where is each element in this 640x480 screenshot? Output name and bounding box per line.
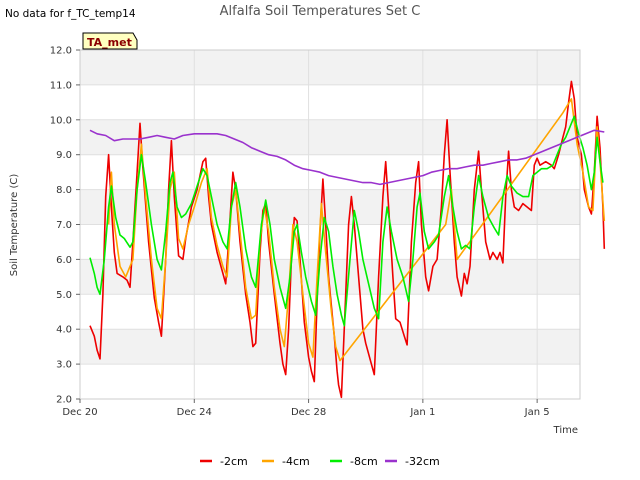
- y-tick-label: 7.0: [56, 220, 72, 231]
- y-tick-label: 9.0: [56, 150, 72, 161]
- y-tick-label: 2.0: [56, 395, 72, 406]
- legend-item[interactable]: -4cm: [262, 455, 310, 468]
- y-tick-label: 5.0: [56, 290, 72, 301]
- plot-band: [80, 119, 580, 155]
- legend-item[interactable]: -2cm: [200, 455, 248, 468]
- x-tick-label: Dec 28: [291, 407, 326, 418]
- plot-band: [80, 329, 580, 365]
- no-data-note: No data for f_TC_temp14: [5, 8, 136, 20]
- y-tick-label: 3.0: [56, 360, 72, 371]
- x-axis-ticks: Dec 20 Dec 24 Dec 28 Jan 1 Jan 5: [62, 399, 550, 418]
- chart-title: Alfalfa Soil Temperatures Set C: [220, 4, 421, 19]
- y-axis-ticks: 2.0 3.0 4.0 5.0 6.0 7.0 8.0 9.0 10.0 11.0 12.0: [50, 46, 80, 406]
- badge-label: TA_met: [87, 36, 132, 49]
- ta-met-badge[interactable]: TA_met: [82, 32, 138, 50]
- series-line-2cmcm: [89, 80, 606, 399]
- x-tick-label: Jan 5: [524, 407, 550, 418]
- x-tick-label: Dec 20: [62, 407, 97, 418]
- badge-shape: [82, 32, 138, 50]
- y-tick-label: 8.0: [56, 185, 72, 196]
- y-axis-title: Soil Temperature (C): [9, 174, 20, 277]
- series-line-32cmcm: [89, 129, 605, 186]
- x-tick-label: Dec 24: [177, 407, 212, 418]
- y-tick-label: 6.0: [56, 255, 72, 266]
- legend: -2cm -4cm -8cm -32cm: [200, 455, 440, 468]
- y-tick-label: 12.0: [50, 46, 72, 57]
- series-line-8cmcm: [89, 115, 604, 327]
- legend-label: -8cm: [350, 455, 378, 468]
- series-lines: [89, 80, 606, 399]
- x-axis-title: Time: [553, 425, 578, 436]
- legend-label: -32cm: [405, 455, 440, 468]
- plot-band: [80, 50, 580, 85]
- legend-item[interactable]: -32cm: [385, 455, 440, 468]
- y-tick-label: 10.0: [50, 115, 72, 126]
- y-tick-label: 4.0: [56, 325, 72, 336]
- legend-item[interactable]: -8cm: [330, 455, 378, 468]
- plot-band: [80, 189, 580, 225]
- x-tick-label: Jan 1: [409, 407, 435, 418]
- legend-label: -4cm: [282, 455, 310, 468]
- legend-label: -2cm: [220, 455, 248, 468]
- y-tick-label: 11.0: [50, 80, 72, 91]
- series-line-4cmcm: [107, 98, 606, 362]
